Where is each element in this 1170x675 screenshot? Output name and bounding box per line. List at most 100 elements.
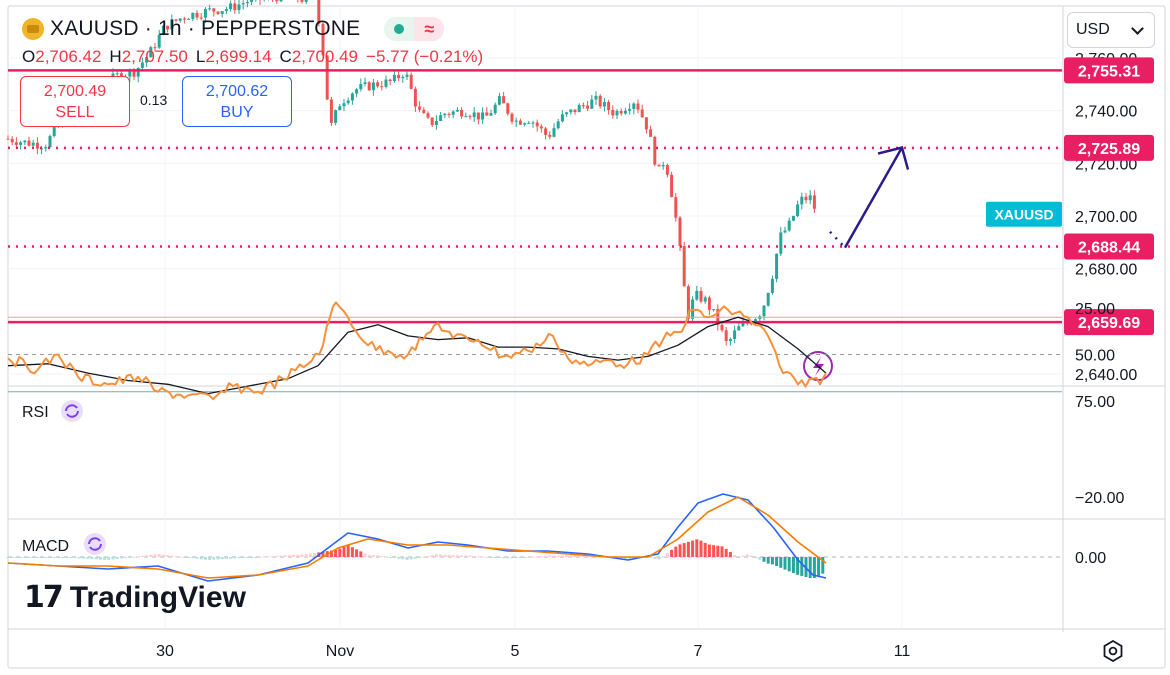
macd-histogram-bar: [691, 540, 695, 557]
macd-histogram-bar: [363, 553, 367, 557]
symbol-title[interactable]: XAUUSD · 1h · PEPPERSTONE: [50, 17, 361, 40]
candle: [401, 76, 405, 79]
candle: [405, 74, 409, 77]
level-tag: [1064, 233, 1154, 260]
macd-settings-badge: [84, 533, 106, 555]
candle: [409, 74, 413, 89]
tradingview-logo[interactable]: 17 TradingView: [24, 580, 246, 615]
price-tick-label: 2,740.00: [1075, 104, 1137, 121]
macd-histogram-bar: [728, 551, 732, 557]
macd-histogram-bar: [254, 557, 258, 558]
candle: [695, 291, 699, 300]
candles-group: [6, 0, 816, 346]
candle: [149, 47, 153, 58]
macd-histogram-bar: [674, 546, 678, 557]
macd-histogram-bar: [628, 557, 632, 560]
candle: [380, 86, 384, 88]
macd-histogram-bar: [262, 556, 266, 558]
macd-histogram-bar: [745, 554, 749, 557]
candle: [783, 230, 787, 233]
candle: [275, 0, 279, 2]
candle: [48, 136, 52, 148]
macd-histogram-bar: [61, 557, 65, 558]
candle: [653, 136, 657, 165]
time-tick-label: 30: [156, 643, 174, 660]
macd-histogram-bar: [623, 557, 627, 560]
macd-histogram-bar: [791, 557, 795, 574]
high-label: H: [109, 47, 122, 66]
candle: [615, 111, 619, 116]
candle: [447, 113, 451, 115]
macd-histogram-bar: [388, 557, 392, 558]
rsi-tick-label: 25.00: [1075, 301, 1115, 318]
candle: [472, 112, 476, 117]
candle: [712, 309, 716, 311]
rsi-label: RSI: [22, 404, 49, 421]
macd-histogram-bar: [44, 557, 48, 558]
settings-icon[interactable]: [1101, 639, 1125, 663]
level-tag-label: 2,725.89: [1078, 141, 1140, 158]
candle: [19, 142, 23, 145]
macd-histogram-bar: [724, 548, 728, 557]
macd-histogram-bar: [409, 557, 413, 560]
macd-histogram-bar: [619, 557, 623, 559]
macd-histogram-bar: [258, 556, 262, 558]
forecast-arrow-line: [843, 146, 904, 249]
macd-histogram-bar: [695, 539, 699, 557]
macd-histogram-bar: [380, 556, 384, 558]
candle: [245, 1, 249, 4]
macd-histogram-bar: [531, 556, 535, 558]
macd-histogram-bar: [716, 545, 720, 557]
macd-histogram-bar: [720, 546, 724, 557]
candle: [166, 25, 170, 30]
candle: [640, 109, 644, 118]
candle: [191, 12, 195, 19]
candle: [749, 323, 753, 325]
macd-histogram-bar: [82, 557, 86, 559]
macd-histogram-bar: [749, 555, 753, 557]
candle: [371, 82, 375, 91]
macd-histogram-bar: [308, 553, 312, 557]
refresh-icon: [65, 404, 79, 418]
macd-histogram-bar: [157, 554, 161, 557]
macd-histogram-bar: [191, 557, 195, 559]
candle: [430, 117, 434, 125]
candle: [686, 286, 690, 319]
macd-histogram-bar: [334, 549, 338, 557]
candle: [338, 106, 342, 111]
candle: [649, 129, 653, 137]
macd-histogram-bar: [556, 555, 560, 557]
macd-histogram-bar: [712, 545, 716, 557]
macd-histogram-bar: [434, 554, 438, 557]
level-tag-label: 2,659.69: [1078, 315, 1140, 332]
candle: [489, 113, 493, 116]
market-status-pill[interactable]: ≈: [384, 17, 445, 41]
candle: [632, 103, 636, 109]
sell-price: 2,700.49: [43, 82, 107, 100]
candle: [397, 74, 401, 79]
symbol-header[interactable]: XAUUSD · 1h · PEPPERSTONE ≈: [22, 15, 445, 43]
currency-select[interactable]: USD: [1067, 12, 1155, 48]
macd-histogram-bar: [321, 551, 325, 557]
candle: [27, 140, 31, 146]
candle: [510, 113, 514, 122]
macd-histogram-bar: [665, 552, 669, 557]
sell-button[interactable]: 2,700.49 SELL: [20, 76, 130, 127]
level-tag-label: 2,688.44: [1078, 239, 1140, 256]
macd-histogram-bar: [762, 557, 766, 562]
macd-histogram-bar: [40, 557, 44, 558]
data-delay-icon: ≈: [414, 17, 445, 41]
macd-histogram-bar: [754, 557, 758, 558]
macd-histogram-bar: [111, 557, 115, 560]
macd-histogram-bar: [447, 555, 451, 557]
macd-histogram-bar: [413, 557, 417, 559]
macd-histogram-bar: [703, 542, 707, 557]
candle: [422, 109, 426, 114]
buy-button[interactable]: 2,700.62 BUY: [182, 76, 292, 127]
candle: [661, 165, 665, 167]
low-value: 2,699.14: [205, 47, 272, 66]
candle: [724, 330, 728, 341]
macd-histogram-bar: [128, 557, 132, 558]
